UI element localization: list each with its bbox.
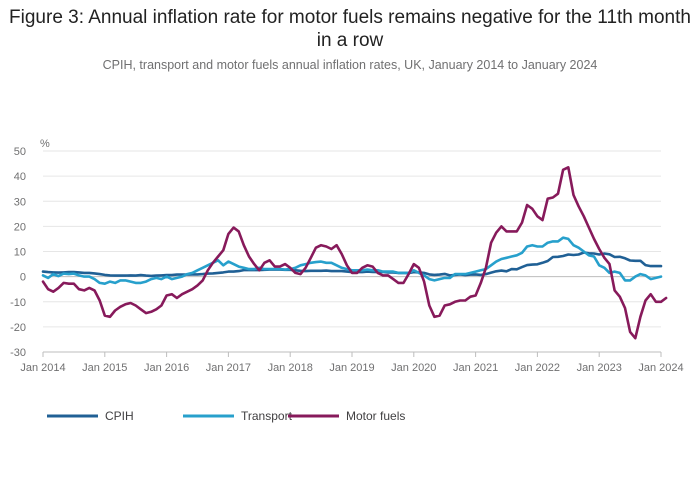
x-tick-label: Jan 2019 <box>329 362 374 374</box>
x-tick-label: Jan 2020 <box>391 362 436 374</box>
series-line-motor-fuels <box>41 166 668 340</box>
series-line-transport <box>41 236 663 285</box>
chart-title: Figure 3: Annual inflation rate for moto… <box>9 7 691 51</box>
y-tick-label: 40 <box>14 171 26 183</box>
chart-subtitle: CPIH, transport and motor fuels annual i… <box>102 58 598 72</box>
x-tick-label: Jan 2023 <box>577 362 622 374</box>
y-tick-label: 30 <box>14 196 26 208</box>
y-tick-label: 0 <box>20 272 26 284</box>
y-tick-label: -20 <box>10 322 26 334</box>
y-axis-label: % <box>40 138 50 150</box>
x-axis: Jan 2014 Jan 2015 Jan 2016 Jan 2017 Jan 2018… <box>20 351 684 374</box>
x-tick-label: Jan 2014 <box>20 362 65 374</box>
y-tick-label: 10 <box>14 247 26 259</box>
legend-label: Motor fuels <box>346 409 405 423</box>
x-tick-label: Jan 2018 <box>268 362 313 374</box>
y-tick-label: 50 <box>14 146 26 158</box>
y-axis: 50 40 30 20 10 0 -10 -20 -30 <box>10 146 26 359</box>
x-tick-label: Jan 2017 <box>206 362 251 374</box>
y-tick-label: -30 <box>10 347 26 359</box>
legend-label: Transport <box>241 409 293 423</box>
y-tick-label: -10 <box>10 297 26 309</box>
legend: CPIH Transport Motor fuels <box>47 409 405 423</box>
legend-label: CPIH <box>105 409 134 423</box>
x-tick-label: Jan 2024 <box>638 362 683 374</box>
grid <box>43 150 661 353</box>
y-tick-label: 20 <box>14 221 26 233</box>
x-tick-label: Jan 2016 <box>144 362 189 374</box>
x-tick-label: Jan 2015 <box>82 362 127 374</box>
x-tick-label: Jan 2022 <box>515 362 560 374</box>
x-tick-label: Jan 2021 <box>453 362 498 374</box>
series-lines <box>41 166 668 340</box>
